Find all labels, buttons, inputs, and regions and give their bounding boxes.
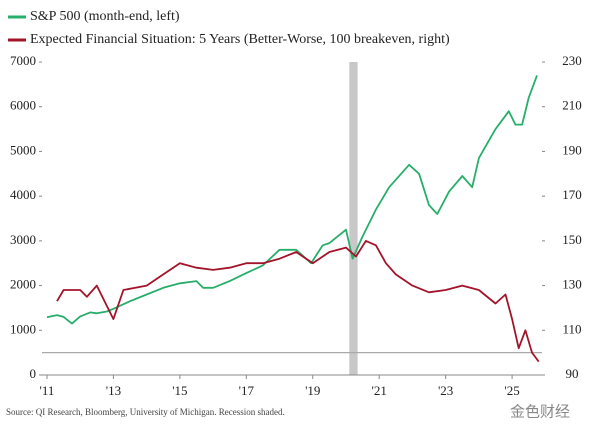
legend-label: Expected Financial Situation: 5 Years (B…	[30, 32, 450, 47]
source: Source: QI Research, Bloomberg, Universi…	[6, 407, 285, 417]
x-tick-label: '25	[504, 383, 519, 398]
y-tick-label: 3000	[10, 232, 36, 247]
y2-tick-label: 170	[562, 187, 582, 202]
series-line	[46, 75, 538, 325]
y-tick-label: 0	[30, 366, 37, 381]
watermark: 金色财经	[510, 403, 570, 421]
legend-label: S&P 500 (month-end, left)	[30, 9, 180, 24]
y-tick-label: 6000	[10, 98, 36, 113]
y-tick-label: 1000	[10, 321, 36, 336]
x-tick-label: '23	[438, 383, 453, 398]
y2-tick-label: 150	[562, 232, 582, 247]
y-tick-label: 2000	[10, 277, 36, 292]
y2-tick-label: 110	[562, 321, 581, 336]
y2-tick-label: 130	[562, 277, 582, 292]
x-tick-label: '13	[106, 383, 121, 398]
recession-shade	[349, 62, 358, 375]
y2-tick-label: 230	[562, 53, 582, 68]
x-tick-label: '17	[239, 383, 255, 398]
y-tick-label: 7000	[10, 53, 36, 68]
y-tick-label: 5000	[10, 142, 36, 157]
x-tick-label: '11	[40, 383, 55, 398]
x-tick-label: '19	[305, 383, 320, 398]
x-tick-label: '15	[172, 383, 187, 398]
y-tick-label: 4000	[10, 187, 36, 202]
y2-tick-label: 90	[566, 366, 579, 381]
y2-tick-label: 190	[562, 142, 582, 157]
x-tick-label: '21	[372, 383, 387, 398]
y2-tick-label: 210	[562, 98, 582, 113]
series-line	[56, 240, 540, 363]
